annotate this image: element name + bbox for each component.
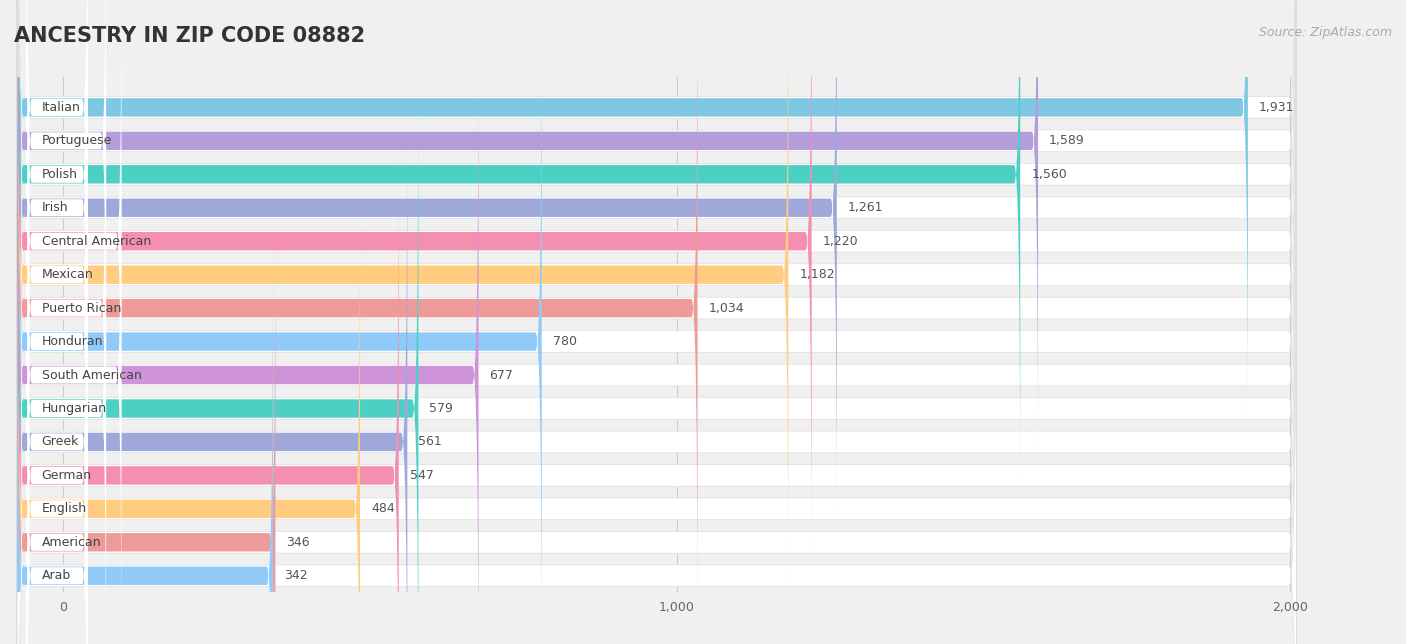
- FancyBboxPatch shape: [27, 216, 87, 644]
- FancyBboxPatch shape: [17, 0, 697, 634]
- Text: Mexican: Mexican: [42, 268, 93, 281]
- FancyBboxPatch shape: [17, 0, 1296, 644]
- Text: 579: 579: [429, 402, 453, 415]
- FancyBboxPatch shape: [17, 251, 273, 644]
- Text: 484: 484: [371, 502, 395, 515]
- FancyBboxPatch shape: [17, 184, 360, 644]
- Text: 780: 780: [553, 335, 576, 348]
- FancyBboxPatch shape: [27, 82, 121, 644]
- FancyBboxPatch shape: [27, 0, 87, 467]
- Text: Greek: Greek: [42, 435, 79, 448]
- Text: Polish: Polish: [42, 168, 77, 181]
- Text: Central American: Central American: [42, 234, 150, 248]
- FancyBboxPatch shape: [17, 150, 399, 644]
- FancyBboxPatch shape: [17, 0, 1296, 531]
- FancyBboxPatch shape: [17, 0, 1249, 433]
- Text: 1,931: 1,931: [1258, 101, 1295, 114]
- Text: English: English: [42, 502, 87, 515]
- FancyBboxPatch shape: [17, 217, 276, 644]
- FancyBboxPatch shape: [17, 0, 1296, 644]
- Text: Honduran: Honduran: [42, 335, 103, 348]
- Text: 677: 677: [489, 368, 513, 381]
- FancyBboxPatch shape: [17, 0, 1296, 644]
- FancyBboxPatch shape: [17, 52, 1296, 644]
- Text: 547: 547: [409, 469, 433, 482]
- Text: 1,589: 1,589: [1049, 135, 1085, 147]
- FancyBboxPatch shape: [27, 183, 87, 644]
- FancyBboxPatch shape: [17, 152, 1296, 644]
- Text: Puerto Rican: Puerto Rican: [42, 301, 121, 315]
- Text: 1,220: 1,220: [823, 234, 858, 248]
- FancyBboxPatch shape: [17, 50, 478, 644]
- FancyBboxPatch shape: [17, 118, 1296, 644]
- FancyBboxPatch shape: [27, 15, 105, 601]
- Text: Hungarian: Hungarian: [42, 402, 107, 415]
- FancyBboxPatch shape: [27, 116, 105, 644]
- Text: German: German: [42, 469, 91, 482]
- FancyBboxPatch shape: [17, 18, 1296, 644]
- Text: 1,034: 1,034: [709, 301, 744, 315]
- FancyBboxPatch shape: [17, 0, 1296, 632]
- FancyBboxPatch shape: [17, 16, 541, 644]
- FancyBboxPatch shape: [17, 0, 1296, 498]
- FancyBboxPatch shape: [27, 0, 87, 500]
- FancyBboxPatch shape: [27, 0, 105, 433]
- Text: Source: ZipAtlas.com: Source: ZipAtlas.com: [1258, 26, 1392, 39]
- FancyBboxPatch shape: [17, 0, 1038, 466]
- FancyBboxPatch shape: [17, 0, 1296, 598]
- Text: 1,261: 1,261: [848, 202, 883, 214]
- FancyBboxPatch shape: [27, 0, 87, 400]
- Text: 1,560: 1,560: [1031, 168, 1067, 181]
- FancyBboxPatch shape: [27, 283, 87, 644]
- FancyBboxPatch shape: [17, 0, 789, 600]
- FancyBboxPatch shape: [17, 85, 1296, 644]
- Text: Portuguese: Portuguese: [42, 135, 112, 147]
- Text: Arab: Arab: [42, 569, 70, 582]
- Text: Irish: Irish: [42, 202, 69, 214]
- FancyBboxPatch shape: [17, 83, 419, 644]
- FancyBboxPatch shape: [17, 117, 408, 644]
- Text: 561: 561: [419, 435, 441, 448]
- Text: American: American: [42, 536, 101, 549]
- Text: 346: 346: [287, 536, 311, 549]
- FancyBboxPatch shape: [27, 0, 121, 534]
- FancyBboxPatch shape: [27, 250, 87, 644]
- Text: 1,182: 1,182: [800, 268, 835, 281]
- FancyBboxPatch shape: [17, 0, 1021, 500]
- Text: 342: 342: [284, 569, 308, 582]
- FancyBboxPatch shape: [17, 0, 1296, 565]
- FancyBboxPatch shape: [17, 0, 1296, 644]
- FancyBboxPatch shape: [27, 49, 87, 634]
- FancyBboxPatch shape: [27, 149, 87, 644]
- FancyBboxPatch shape: [17, 0, 837, 533]
- FancyBboxPatch shape: [27, 0, 87, 567]
- Text: South American: South American: [42, 368, 142, 381]
- FancyBboxPatch shape: [17, 0, 811, 567]
- Text: ANCESTRY IN ZIP CODE 08882: ANCESTRY IN ZIP CODE 08882: [14, 26, 366, 46]
- FancyBboxPatch shape: [17, 185, 1296, 644]
- Text: Italian: Italian: [42, 101, 80, 114]
